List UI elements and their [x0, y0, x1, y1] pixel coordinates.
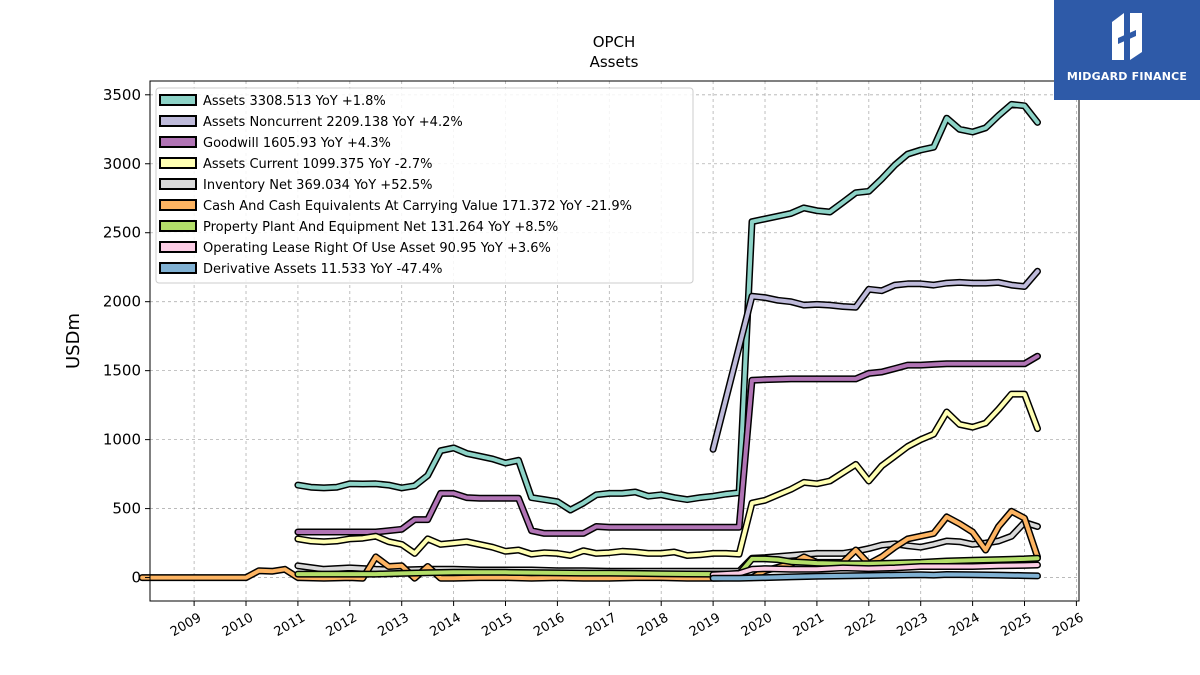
- series-line: [295, 392, 1040, 558]
- legend-label: Cash And Cash Equivalents At Carrying Va…: [203, 199, 632, 214]
- legend-label: Assets Current 1099.375 YoY -2.7%: [203, 157, 433, 172]
- legend-item: Inventory Net 369.034 YoY +52.5%: [159, 178, 433, 193]
- series-outline: [294, 352, 1041, 537]
- series-line: [711, 563, 1040, 577]
- plot-frame: [149, 80, 1080, 602]
- series-outline: [294, 390, 1041, 559]
- legend-swatch: [159, 94, 197, 106]
- legend-swatch: [159, 136, 197, 148]
- legend-item: Derivative Assets 11.533 YoY -47.4%: [159, 262, 442, 277]
- legend-label: Goodwill 1605.93 YoY +4.3%: [203, 136, 391, 151]
- y-tick-label: 1000: [103, 431, 141, 449]
- x-tick-label: 2012: [324, 610, 360, 640]
- legend-swatch: [159, 157, 197, 169]
- series-line: [295, 102, 1040, 512]
- legend-label: Derivative Assets 11.533 YoY -47.4%: [203, 262, 442, 277]
- legend-item: Cash And Cash Equivalents At Carrying Va…: [159, 199, 632, 214]
- chart-title: OPCH: [593, 33, 636, 51]
- series-line: [711, 572, 1040, 581]
- x-tick-label: 2020: [739, 610, 775, 640]
- x-tick-label: 2024: [946, 610, 982, 640]
- legend-label: Assets 3308.513 YoY +1.8%: [203, 94, 386, 109]
- legend-swatch: [159, 199, 197, 211]
- series-goodwill: [294, 352, 1041, 537]
- midgard-finance-logo: MIDGARD FINANCE: [1054, 0, 1200, 100]
- series-lines: [138, 100, 1041, 582]
- x-tick-label: 2015: [479, 610, 515, 640]
- legend-item: Assets 3308.513 YoY +1.8%: [159, 94, 386, 109]
- chart-subtitle: Assets: [590, 53, 639, 71]
- x-tick-label: 2013: [376, 610, 412, 640]
- x-tick-label: 2010: [220, 610, 256, 640]
- series-cash-and-cash-equivalents-at-carrying-value: [138, 507, 1041, 582]
- legend-label: Inventory Net 369.034 YoY +52.5%: [203, 178, 433, 193]
- x-tick-label: 2021: [791, 610, 827, 640]
- series-line: [295, 354, 1040, 536]
- logo-text: MIDGARD FINANCE: [1066, 70, 1188, 83]
- x-tick-label: 2016: [531, 610, 567, 640]
- legend-swatch: [159, 262, 197, 274]
- legend-swatch: [159, 115, 197, 127]
- series-line: [711, 269, 1040, 452]
- legend-label: Assets Noncurrent 2209.138 YoY +4.2%: [203, 115, 463, 130]
- y-tick-label: 500: [112, 500, 141, 518]
- x-axis-ticks: 2009 2010 2011 2012 2013 2014 2015 2016 2017 2018…: [168, 601, 1086, 640]
- y-tick-label: 0: [131, 569, 141, 587]
- legend-swatch: [159, 241, 197, 253]
- x-tick-label: 2019: [687, 610, 723, 640]
- legend: Assets 3308.513 YoY +1.8% Assets Noncurre…: [155, 87, 694, 284]
- y-axis-label: USDm: [63, 313, 84, 369]
- x-tick-label: 2017: [583, 610, 619, 640]
- x-tick-label: 2018: [635, 610, 671, 640]
- logo-mark-icon: [1112, 13, 1142, 60]
- series-assets-current: [294, 390, 1041, 559]
- series-assets-noncurrent: [709, 267, 1041, 453]
- series-assets: [294, 100, 1041, 514]
- x-tick-label: 2025: [998, 610, 1034, 640]
- y-tick-label: 3500: [103, 86, 141, 104]
- legend-item: Assets Noncurrent 2209.138 YoY +4.2%: [159, 115, 463, 130]
- y-tick-label: 2500: [103, 224, 141, 242]
- legend-item: Assets Current 1099.375 YoY -2.7%: [159, 157, 433, 172]
- y-axis-ticks: 0 500 1000 1500 2000 2500 3000 3500: [103, 86, 150, 587]
- legend-item: Operating Lease Right Of Use Asset 90.95…: [159, 241, 551, 256]
- x-tick-label: 2014: [427, 610, 463, 640]
- x-tick-label: 2011: [272, 610, 308, 640]
- x-tick-label: 2023: [895, 610, 931, 640]
- legend-swatch: [159, 178, 197, 190]
- y-tick-label: 2000: [103, 293, 141, 311]
- y-tick-label: 1500: [103, 362, 141, 380]
- legend-swatch: [159, 220, 197, 232]
- legend-label: Operating Lease Right Of Use Asset 90.95…: [203, 241, 551, 256]
- series-derivative-assets: [709, 571, 1041, 582]
- legend-item: Property Plant And Equipment Net 131.264…: [159, 220, 558, 235]
- series-operating-lease-right-of-use-asset: [709, 561, 1041, 579]
- series-line: [140, 509, 1040, 581]
- x-tick-label: 2026: [1050, 610, 1086, 640]
- legend-item: Goodwill 1605.93 YoY +4.3%: [159, 136, 391, 151]
- x-tick-label: 2009: [168, 610, 204, 640]
- legend-label: Property Plant And Equipment Net 131.264…: [203, 220, 558, 235]
- x-tick-label: 2022: [843, 610, 879, 640]
- y-tick-label: 3000: [103, 155, 141, 173]
- legend-box: [155, 87, 694, 284]
